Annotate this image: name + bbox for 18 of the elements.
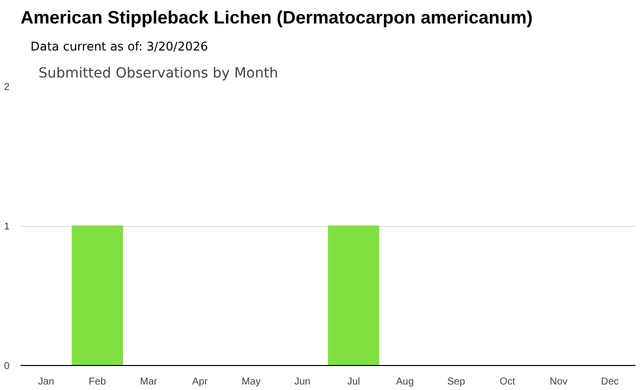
x-tick-label: Sep (447, 376, 466, 388)
y-tick-label: 1 (4, 222, 10, 232)
x-tick-label: May (242, 376, 261, 388)
x-tick-label: Jul (347, 376, 360, 388)
x-tick-label: Aug (396, 376, 414, 388)
x-tick-label: Nov (550, 376, 568, 388)
x-tick-label: Jan (38, 376, 54, 388)
y-tick-label: 2 (4, 82, 10, 93)
y-tick-label: 0 (4, 361, 10, 372)
x-tick-label: Dec (600, 376, 619, 388)
x-tick-label: Mar (140, 376, 158, 388)
x-tick-label: Feb (88, 376, 106, 388)
x-tick-label: Jun (294, 376, 310, 388)
chart-subtitle: Data current as of: 3/20/2026 (30, 40, 208, 54)
x-tick-label: Oct (500, 376, 516, 388)
text: Submitted Observations by Month (38, 66, 278, 82)
chart-title: American Stippleback Lichen (Dermatocarpon americanum) (20, 8, 533, 28)
x-tick-label: Apr (192, 376, 208, 388)
